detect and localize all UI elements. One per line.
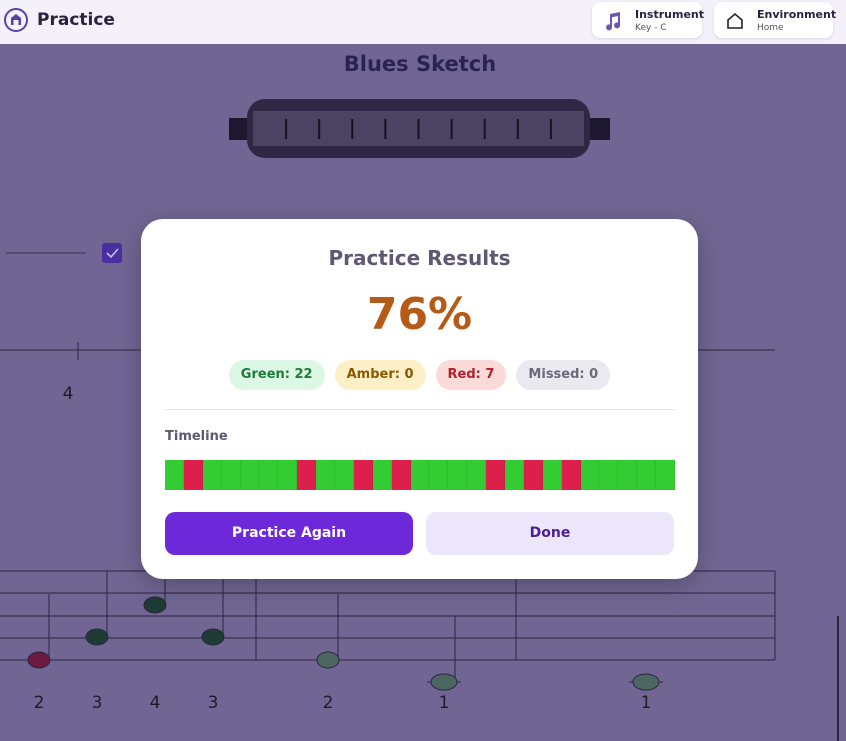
modal-title: Practice Results [328, 246, 511, 270]
divider [165, 409, 675, 410]
hole-number: 2 [34, 693, 45, 713]
timeline-segment [542, 460, 562, 490]
timeline-segment [523, 460, 543, 490]
timeline-segment [297, 460, 317, 490]
timeline-segment [637, 460, 657, 490]
timeline [165, 460, 676, 490]
hole-number: 2 [323, 693, 334, 713]
timeline-segment [448, 460, 468, 490]
environment-label: Environment [757, 8, 837, 21]
practice-again-button[interactable]: Practice Again [165, 512, 413, 555]
note-head [27, 651, 51, 669]
result-chip: Missed: 0 [516, 360, 611, 390]
chips: Green: 22 Amber: 0 Red: 7 Missed: 0 [141, 360, 698, 390]
hole-number: 1 [641, 693, 652, 713]
note-head [143, 596, 167, 614]
timeline-segment [278, 460, 298, 490]
timeline-label: Timeline [165, 429, 228, 444]
timeline-segment [165, 460, 184, 490]
time-signature: 4 [63, 384, 74, 404]
instrument-label: Instrument [635, 8, 704, 21]
environment-value: Home [757, 23, 784, 33]
practice-background: Blues Sketch 4 2 3 4 3 2 1 1 [0, 52, 839, 741]
house-icon [727, 12, 743, 29]
note-head [430, 673, 458, 691]
timeline-segment [240, 460, 260, 490]
timeline-segment [316, 460, 336, 490]
note-head [316, 651, 340, 669]
timeline-segment [580, 460, 600, 490]
hole-number: 4 [150, 693, 161, 713]
result-chip: Green: 22 [228, 360, 325, 390]
hole-number: 1 [439, 693, 450, 713]
timeline-segment [335, 460, 354, 490]
timeline-segment [561, 460, 581, 490]
instrument-value: Key - C [635, 23, 667, 33]
timeline-segment [391, 460, 411, 490]
note-head [85, 628, 109, 646]
timeline-segment [505, 460, 524, 490]
note-head [632, 673, 660, 691]
hole-number: 3 [92, 693, 103, 713]
score: 76% [366, 289, 473, 340]
header: Practice Instrument Key - C Environment … [0, 0, 846, 44]
timeline-segment [467, 460, 487, 490]
song-title: Blues Sketch [344, 52, 496, 76]
timeline-segment [202, 460, 222, 490]
page-title: Practice [37, 10, 115, 30]
harmonica-holes [285, 119, 552, 139]
staff: 2 3 4 3 2 1 1 [0, 539, 776, 713]
result-chip: Amber: 0 [334, 360, 426, 390]
timeline-segment [429, 460, 449, 490]
timeline-segment [372, 460, 392, 490]
results-modal: Practice Results 76% Green: 22 Amber: 0 Re… [141, 219, 698, 579]
checkbox[interactable] [102, 243, 122, 263]
timeline-segment [656, 460, 676, 490]
note-head [201, 628, 225, 646]
timeline-segment [353, 460, 373, 490]
timeline-segment [259, 460, 279, 490]
timeline-segment [183, 460, 203, 490]
timeline-segment [221, 460, 241, 490]
done-button[interactable]: Done [426, 512, 674, 555]
hole-number: 3 [208, 693, 219, 713]
environment-button[interactable]: Environment Home [714, 2, 837, 38]
instrument-button[interactable]: Instrument Key - C [592, 2, 704, 38]
timeline-segment [486, 460, 506, 490]
home-icon[interactable] [2, 6, 32, 36]
music-icon [606, 12, 621, 31]
result-chip: Red: 7 [435, 360, 507, 390]
timeline-segment [599, 460, 619, 490]
timeline-segment [618, 460, 638, 490]
timeline-segment [410, 460, 430, 490]
